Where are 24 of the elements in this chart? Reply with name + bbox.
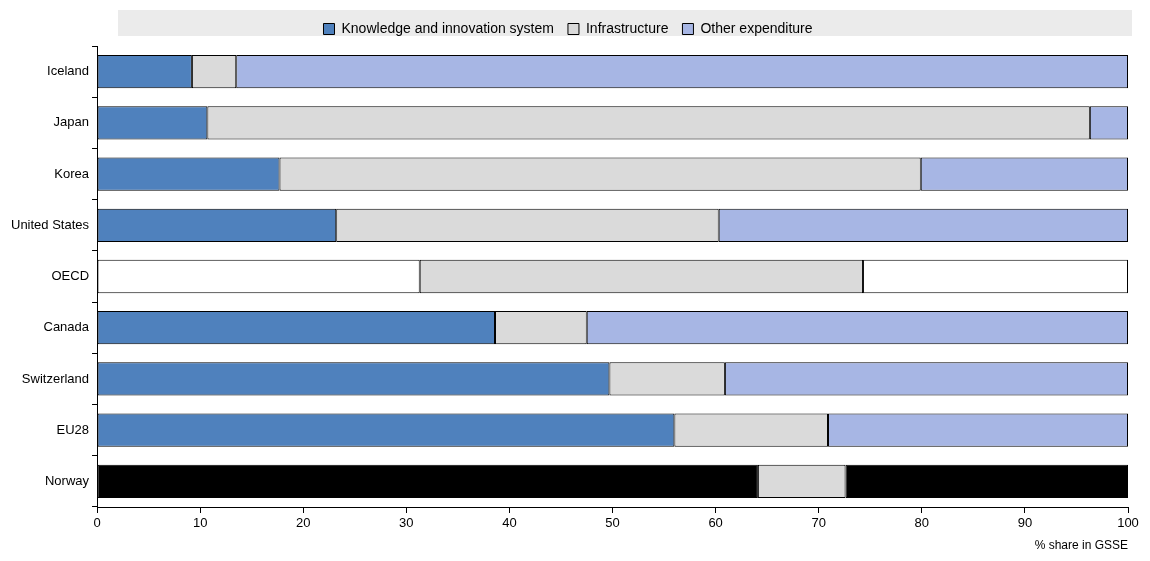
- y-tick-label: Norway: [44, 472, 90, 488]
- x-tick-label: 80: [914, 515, 930, 531]
- x-tick-label: 0: [93, 515, 101, 531]
- y-tick-label: Japan: [53, 114, 90, 130]
- y-tick-label: Switzerland: [21, 370, 90, 386]
- x-tick-label: 70: [811, 515, 826, 531]
- x-tick-label: 50: [605, 515, 620, 531]
- y-tick-label: EU28: [56, 421, 90, 437]
- y-tick-label: Korea: [54, 165, 90, 181]
- x-tick-label: 40: [502, 515, 517, 531]
- legend-label: Knowledge and innovation system: [341, 19, 554, 36]
- x-tick-label: 100: [1117, 515, 1139, 531]
- y-tick-label: United States: [11, 216, 90, 232]
- legend-label: Other expenditure: [700, 19, 813, 36]
- x-tick-label: 10: [192, 515, 208, 531]
- legend-label: Infrastructure: [585, 19, 669, 36]
- x-tick-label: 20: [296, 515, 311, 531]
- x-tick-label: 30: [399, 515, 414, 531]
- y-tick-label: Iceland: [47, 63, 90, 79]
- x-tick-label: 60: [708, 515, 723, 531]
- y-tick-label: Canada: [43, 319, 90, 335]
- y-tick-label: OECD: [51, 268, 90, 284]
- x-tick-label: 90: [1017, 515, 1033, 531]
- x-axis-title: % share in GSSE: [1034, 538, 1128, 553]
